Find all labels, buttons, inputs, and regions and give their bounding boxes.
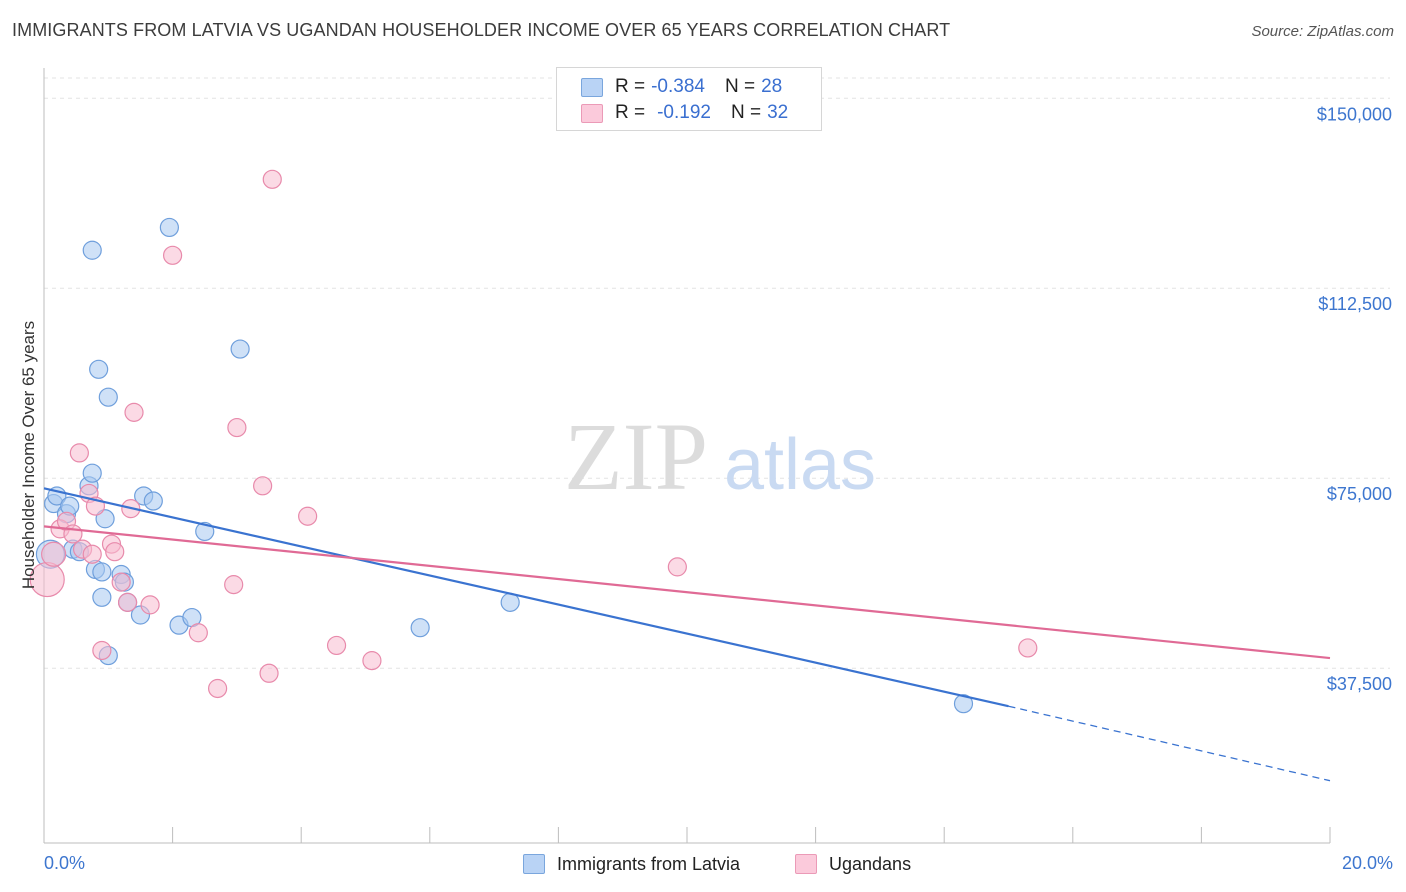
data-point-ugandans [362, 651, 382, 671]
data-point-latvia [230, 339, 250, 359]
data-point-latvia [92, 587, 112, 607]
data-point-ugandans [1018, 638, 1038, 658]
data-point-latvia [410, 618, 430, 638]
data-point-ugandans [69, 443, 89, 463]
legend-item-ugandans[interactable]: Ugandans [795, 852, 911, 876]
data-point-ugandans [124, 402, 144, 422]
data-point-latvia [98, 387, 118, 407]
chart-title: IMMIGRANTS FROM LATVIA VS UGANDAN HOUSEH… [12, 20, 951, 40]
trend-line-latvia-extension [1008, 705, 1331, 782]
legend-swatch-latvia [581, 77, 603, 97]
data-point-latvia [82, 240, 102, 260]
data-point-ugandans [82, 544, 102, 564]
data-point-latvia [143, 491, 163, 511]
legend-swatch-latvia [523, 854, 545, 874]
legend-r-label: R = [615, 102, 646, 123]
data-point-ugandans [326, 635, 347, 656]
points-layer [29, 169, 1038, 714]
legend-n-value: 28 [761, 76, 783, 97]
data-point-ugandans [208, 678, 228, 699]
legend-item-latvia[interactable]: Immigrants from Latvia [523, 852, 740, 876]
data-point-latvia [159, 217, 179, 238]
legend-n-label: N = [724, 76, 756, 97]
data-point-ugandans [259, 663, 279, 683]
legend-n-label: N = [730, 102, 762, 123]
legend-r-label: R = [615, 76, 646, 97]
y-tick-label: $37,500 [1327, 674, 1392, 694]
data-point-ugandans [92, 640, 112, 661]
trend-line-ugandans [43, 525, 1331, 660]
correlation-legend: R = -0.384 N = 28 R = -0.192 N = 32 [556, 67, 822, 131]
data-point-ugandans [667, 557, 687, 577]
data-point-ugandans [111, 572, 131, 592]
axes-layer [43, 68, 1331, 844]
data-point-ugandans [224, 575, 244, 595]
legend-label-latvia: Immigrants from Latvia [557, 853, 741, 874]
data-point-ugandans [227, 417, 247, 438]
data-point-latvia [195, 521, 215, 542]
y-axis-label: Householder Income Over 65 years [19, 320, 38, 590]
data-point-ugandans [188, 623, 208, 643]
data-point-ugandans [253, 476, 273, 496]
legend-row-latvia: R = -0.384 N = 28 [581, 75, 782, 99]
watermark-zip: ZIP [564, 403, 708, 510]
data-point-latvia [95, 509, 115, 529]
x-tick-label: 0.0% [44, 853, 85, 873]
trend-layer [43, 487, 1331, 782]
legend-swatch-ugandans [581, 103, 603, 123]
data-point-ugandans [163, 245, 183, 265]
data-point-latvia [953, 694, 974, 714]
tick-labels: $150,000 $112,500 $75,000 $37,500 0.0% 20.0% [44, 104, 1393, 873]
data-point-ugandans [140, 595, 160, 615]
data-point-ugandans [298, 506, 318, 526]
data-point-latvia [89, 359, 109, 379]
data-point-ugandans [262, 169, 282, 189]
legend-row-ugandans: R = -0.192 N = 32 [581, 101, 788, 125]
y-tick-label: $75,000 [1327, 484, 1392, 504]
grid-layer [44, 77, 1390, 669]
y-tick-label: $112,500 [1318, 294, 1392, 314]
data-point-latvia [92, 562, 112, 582]
data-point-ugandans [105, 542, 125, 562]
legend-label-ugandans: Ugandans [829, 853, 912, 874]
source-label: Source: ZipAtlas.com [1251, 23, 1394, 40]
legend-swatch-ugandans [795, 854, 817, 874]
legend-n-value: 32 [767, 102, 789, 123]
data-point-ugandans [117, 592, 138, 612]
x-tick-label: 20.0% [1342, 853, 1393, 873]
y-tick-label: $150,000 [1317, 104, 1392, 124]
watermark: ZIP atlas [564, 403, 876, 510]
legend-r-value: -0.384 [651, 76, 705, 97]
data-point-ugandans [41, 541, 67, 567]
trend-line-latvia [43, 487, 1009, 708]
legend-r-value: -0.192 [657, 102, 711, 123]
watermark-atlas: atlas [724, 425, 876, 505]
data-point-latvia [82, 463, 102, 483]
